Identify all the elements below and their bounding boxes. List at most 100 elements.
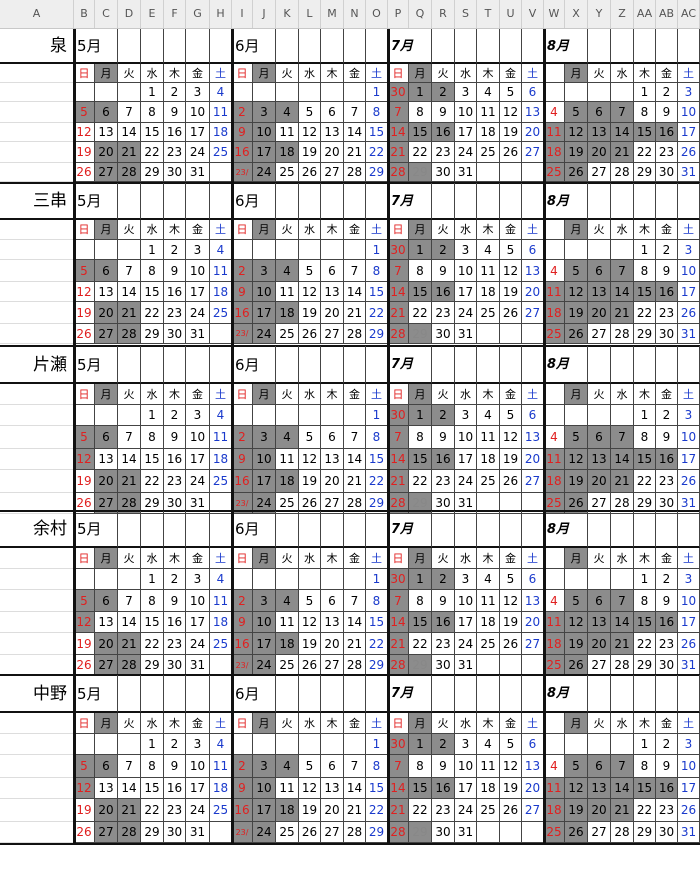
date-cell[interactable]: 3 [678, 569, 700, 590]
weekday-header[interactable]: 木 [321, 384, 344, 405]
date-cell[interactable]: 9 [164, 590, 186, 612]
date-cell[interactable]: 14 [344, 612, 366, 633]
empty-cell[interactable] [0, 240, 74, 260]
weekday-header[interactable]: 月 [409, 548, 432, 569]
empty-cell[interactable] [0, 822, 74, 843]
empty-cell[interactable] [588, 675, 611, 713]
date-cell[interactable]: 24 [253, 493, 276, 514]
date-cell[interactable] [95, 405, 118, 426]
date-cell[interactable] [253, 734, 276, 755]
date-cell[interactable]: 1 [141, 83, 164, 102]
date-cell[interactable]: 7 [344, 755, 366, 778]
weekday-header[interactable]: 月 [253, 64, 276, 83]
date-cell[interactable]: 5 [299, 260, 321, 282]
weekday-header[interactable]: 火 [276, 713, 299, 734]
date-cell[interactable]: 7 [118, 426, 141, 449]
date-cell[interactable]: 29 [141, 822, 164, 843]
empty-cell[interactable] [455, 675, 477, 713]
month-label[interactable]: 5月 [74, 675, 118, 713]
date-cell[interactable]: 29 [141, 655, 164, 676]
date-cell[interactable]: 15 [634, 778, 656, 799]
date-cell[interactable]: 6 [588, 426, 611, 449]
empty-cell[interactable] [432, 511, 455, 548]
date-cell[interactable]: 1 [141, 734, 164, 755]
date-cell[interactable]: 6 [321, 590, 344, 612]
date-cell[interactable]: 9 [432, 102, 455, 123]
date-cell[interactable]: 10 [455, 426, 477, 449]
date-cell[interactable]: 15 [634, 282, 656, 302]
empty-cell[interactable] [0, 102, 74, 123]
date-cell[interactable]: 17 [186, 778, 210, 799]
weekday-header[interactable]: 日 [388, 384, 409, 405]
date-cell[interactable]: 30 [656, 493, 678, 514]
date-cell[interactable]: 5 [299, 590, 321, 612]
date-cell[interactable]: 19 [565, 799, 588, 822]
date-cell[interactable]: 24 [253, 822, 276, 843]
date-cell[interactable]: 1 [409, 405, 432, 426]
weekday-header[interactable]: 木 [634, 220, 656, 240]
date-cell[interactable]: 3 [455, 569, 477, 590]
date-cell[interactable] [477, 822, 500, 843]
empty-cell[interactable] [210, 675, 232, 713]
date-cell[interactable]: 22 [366, 302, 388, 324]
column-header-I[interactable]: I [232, 0, 253, 28]
date-cell[interactable]: 4 [276, 426, 299, 449]
date-cell[interactable]: 31 [186, 163, 210, 182]
date-cell[interactable]: 16 [164, 282, 186, 302]
date-cell[interactable]: 22 [141, 633, 164, 655]
date-cell[interactable]: 26 [299, 324, 321, 344]
date-cell[interactable]: 17 [455, 778, 477, 799]
weekday-header[interactable]: 金 [500, 384, 522, 405]
date-cell[interactable]: 24 [455, 799, 477, 822]
date-cell[interactable]: 6 [522, 734, 544, 755]
weekday-header[interactable]: 木 [321, 220, 344, 240]
date-cell[interactable]: 2 [164, 83, 186, 102]
date-cell[interactable]: 6 [588, 590, 611, 612]
weekday-header[interactable] [544, 64, 565, 83]
column-header-AB[interactable]: AB [656, 0, 678, 28]
weekday-header[interactable]: 土 [210, 713, 232, 734]
date-cell[interactable]: 27 [588, 493, 611, 514]
date-cell[interactable]: 7 [611, 590, 634, 612]
date-cell[interactable] [344, 240, 366, 260]
weekday-header[interactable]: 土 [678, 64, 700, 83]
date-cell[interactable] [276, 405, 299, 426]
date-cell[interactable] [232, 569, 253, 590]
empty-cell[interactable] [0, 612, 74, 633]
date-cell[interactable]: 5 [74, 260, 95, 282]
empty-cell[interactable] [588, 29, 611, 64]
empty-cell[interactable] [0, 220, 74, 240]
date-cell[interactable]: 4 [477, 734, 500, 755]
date-cell[interactable]: 22 [366, 470, 388, 493]
date-cell[interactable]: 24 [186, 142, 210, 163]
date-cell[interactable] [500, 655, 522, 676]
date-cell[interactable]: 9 [164, 426, 186, 449]
month-label[interactable]: 8月 [544, 29, 588, 64]
date-cell[interactable] [588, 405, 611, 426]
weekday-header[interactable]: 火 [118, 64, 141, 83]
date-cell[interactable]: 31 [186, 655, 210, 676]
column-header-G[interactable]: G [186, 0, 210, 28]
date-cell[interactable]: 1 [366, 734, 388, 755]
column-header-W[interactable]: W [544, 0, 565, 28]
month-label[interactable]: 7月 [388, 675, 432, 713]
date-cell[interactable]: 11 [544, 449, 565, 470]
date-cell[interactable]: 5 [565, 102, 588, 123]
date-cell[interactable]: 13 [522, 755, 544, 778]
month-label[interactable]: 7月 [388, 183, 432, 220]
date-cell[interactable]: 22 [634, 142, 656, 163]
date-cell[interactable] [118, 240, 141, 260]
date-cell[interactable]: 6 [522, 83, 544, 102]
empty-cell[interactable] [0, 405, 74, 426]
date-cell[interactable]: 19 [500, 449, 522, 470]
weekday-header[interactable]: 土 [522, 220, 544, 240]
date-cell[interactable]: 4 [477, 569, 500, 590]
date-cell[interactable]: 11 [477, 590, 500, 612]
empty-cell[interactable] [522, 346, 544, 384]
empty-cell[interactable] [299, 183, 321, 220]
date-cell[interactable]: 18 [477, 123, 500, 142]
weekday-header[interactable]: 月 [409, 384, 432, 405]
weekday-header[interactable] [544, 713, 565, 734]
date-cell[interactable]: 21 [344, 142, 366, 163]
weekday-header[interactable]: 土 [522, 713, 544, 734]
